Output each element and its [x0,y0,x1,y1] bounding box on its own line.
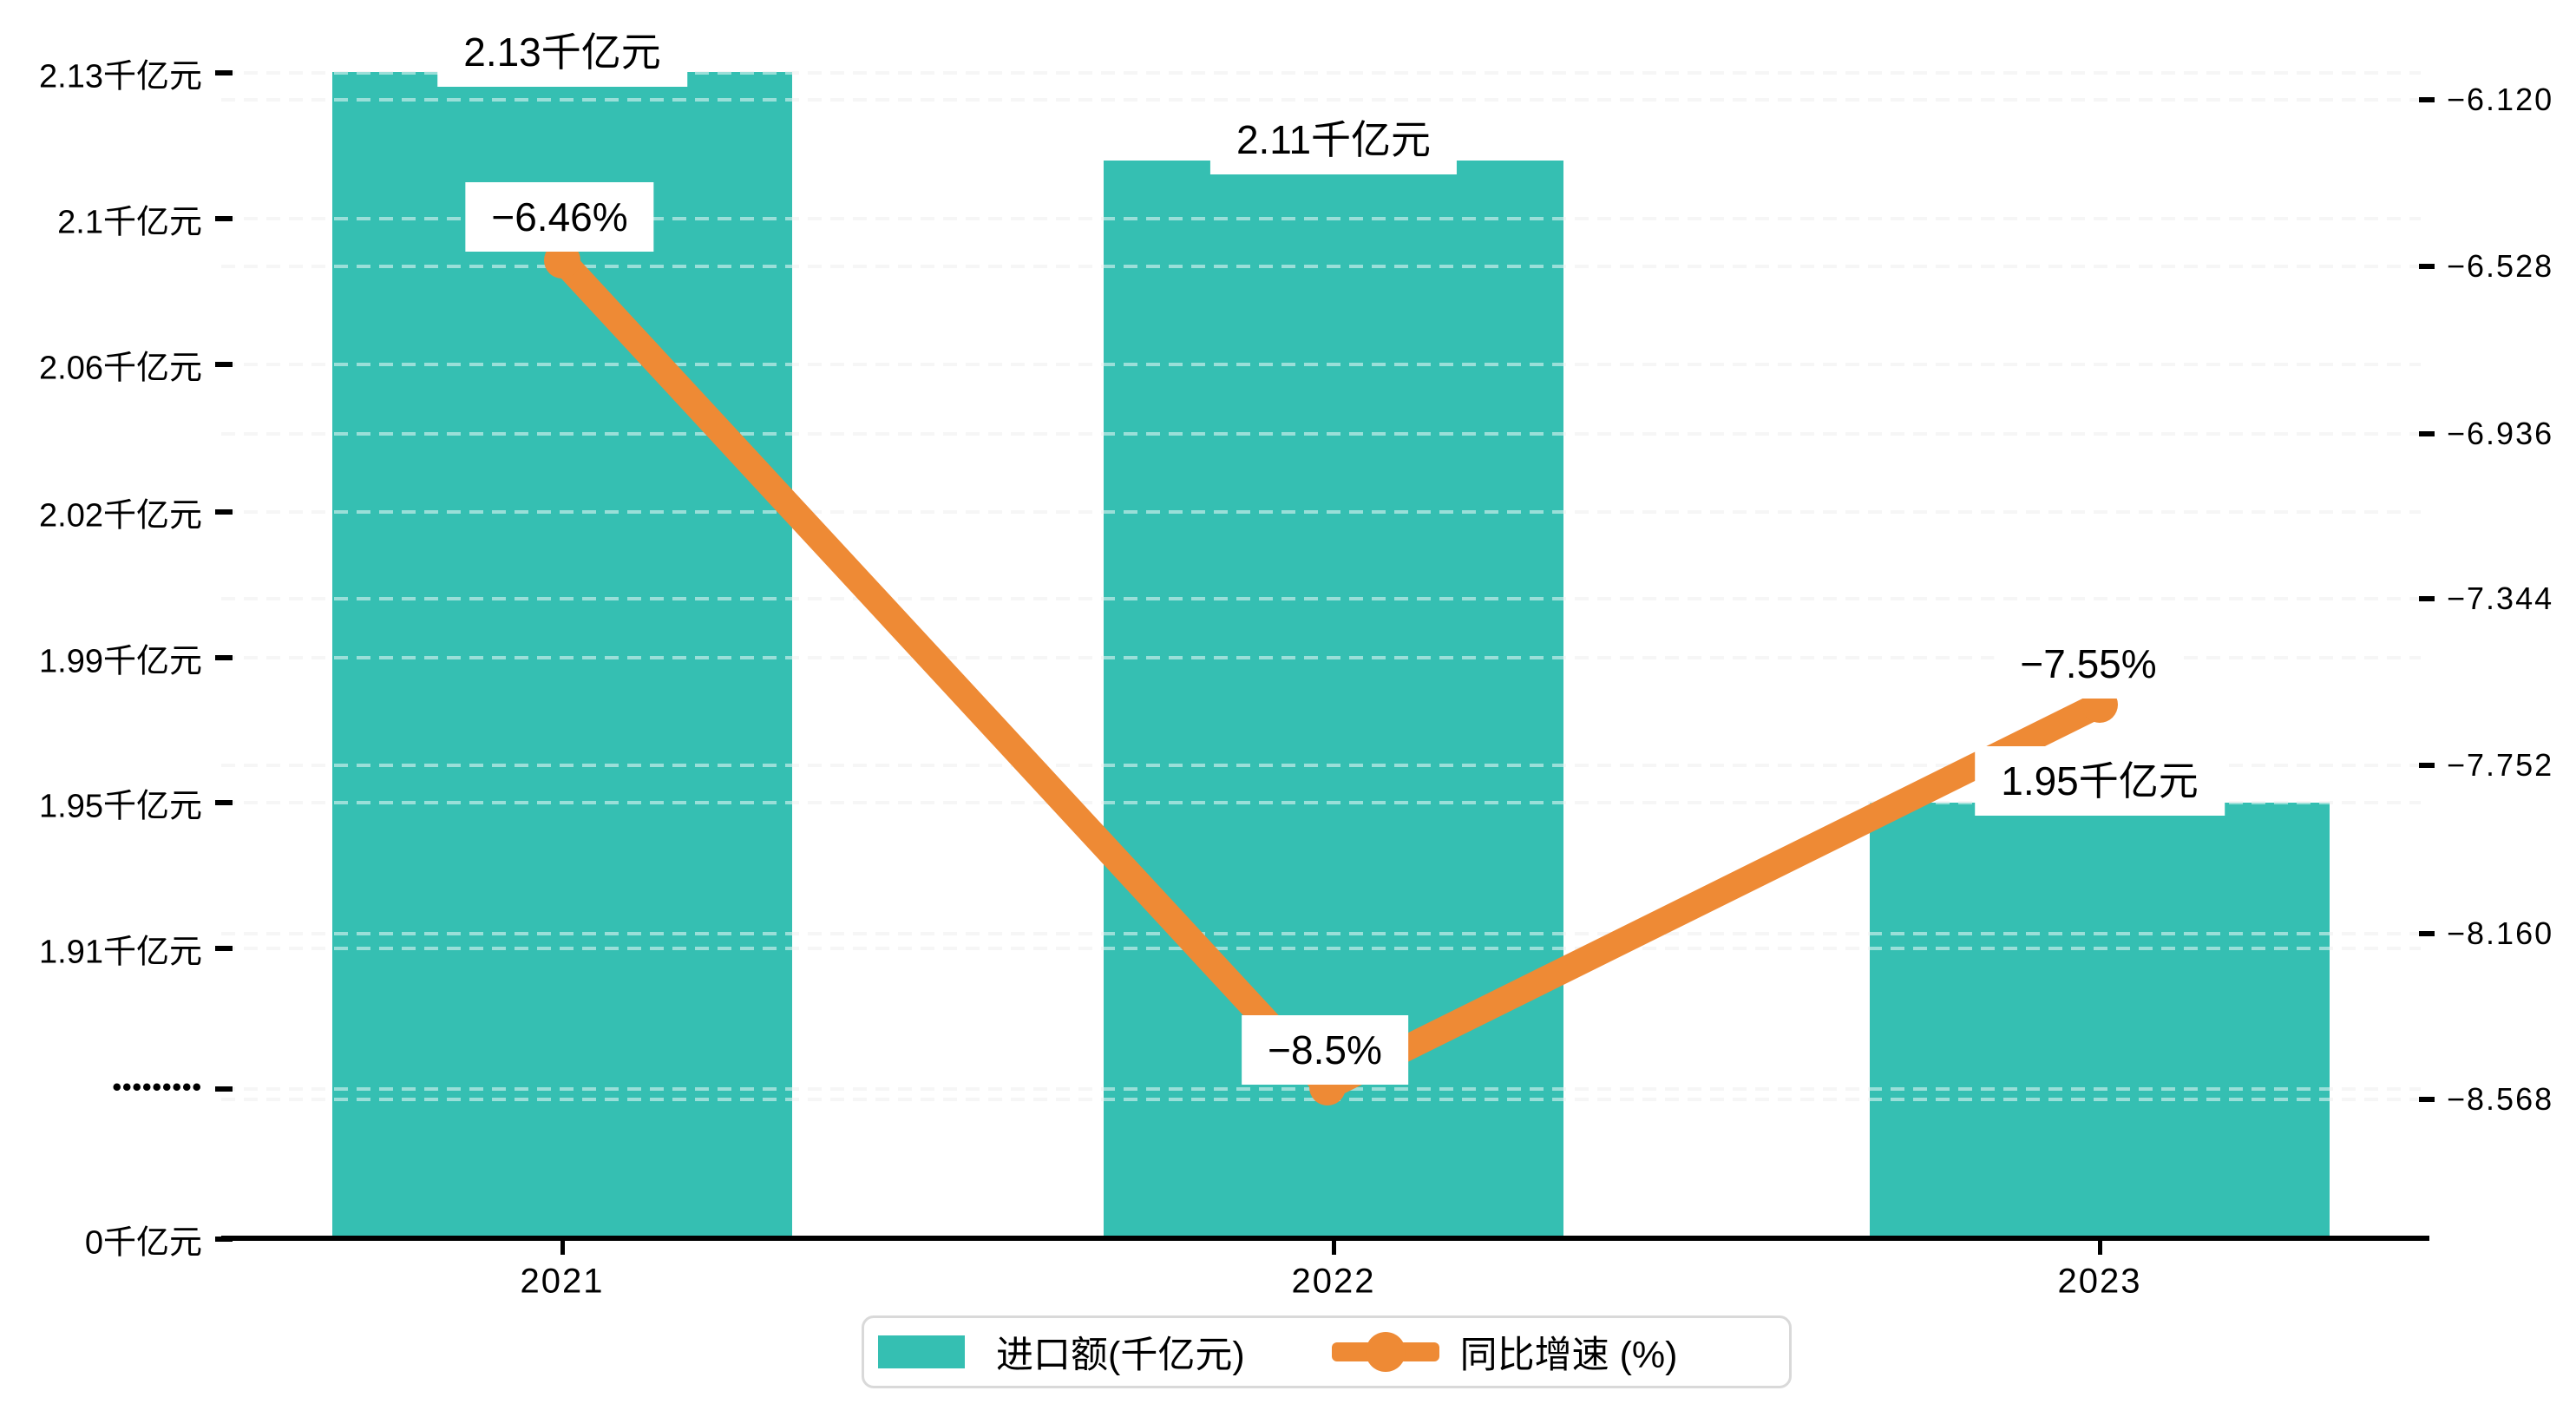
legend-label-imports: 进口额(千亿元) [996,1335,1245,1376]
left-axis-tick [215,70,233,75]
left-axis-label: 0千亿元 [84,1224,202,1262]
gridline-overlay [221,932,2421,935]
left-axis-label: 2.1千亿元 [57,204,202,241]
right-axis-label: −6.936 [2447,416,2554,451]
growth-line[interactable] [552,251,2106,1100]
right-axis-label: −7.344 [2447,581,2554,616]
line-series-marker-icon [1331,1332,1439,1372]
gridline-overlay [221,510,2421,514]
right-axis-tick [2419,1097,2435,1102]
x-axis-tick [1332,1241,1336,1255]
left-axis-label: 1.91千亿元 [39,934,202,971]
gridline-overlay [221,764,2421,767]
right-axis-label: −6.528 [2447,248,2554,284]
gridline-overlay [221,71,2421,75]
line-series-dot-icon [1365,1332,1406,1372]
x-axis-tick [560,1241,565,1255]
gridline-overlay [221,265,2421,268]
line-value-label-2022: −8.5% [1242,1015,1408,1085]
left-axis-tick [215,1237,233,1242]
x-axis-label-2022: 2022 [1291,1262,1376,1301]
right-axis-label: −6.120 [2447,82,2554,117]
line-value-label-2021: −6.46% [465,182,654,252]
right-axis-label: −8.568 [2447,1081,2554,1117]
right-axis-tick [2419,431,2435,436]
gridline-overlay [221,217,2421,220]
gridline-overlay [221,98,2421,102]
left-axis-label: 1.95千亿元 [39,788,202,825]
bar-2023[interactable] [1870,803,2330,1238]
bar-series-swatch-icon [878,1335,965,1368]
gridline-overlay [221,656,2421,659]
left-axis-break-dots: ••••••••• [112,1073,202,1102]
left-axis-label: 1.99千亿元 [39,643,202,680]
right-axis-tick [2419,97,2435,102]
right-axis-label: −7.752 [2447,747,2554,783]
left-axis-tick [215,1086,233,1092]
left-axis-label: 2.13千亿元 [39,58,202,95]
x-axis-line [221,1236,2429,1241]
gridline-overlay [221,801,2421,804]
gridline-overlay [221,597,2421,600]
left-axis-tick [215,800,233,805]
legend: 进口额(千亿元) 同比增速 (%) [862,1315,1792,1388]
legend-item-growth[interactable]: 同比增速 (%) [1331,1325,1678,1379]
right-axis-label: −8.160 [2447,915,2554,951]
left-axis-tick [215,509,233,515]
left-axis-tick [215,946,233,951]
gridline-overlay [221,363,2421,366]
legend-label-growth: 同比增速 (%) [1459,1335,1678,1376]
left-axis-label: 2.06千亿元 [39,350,202,387]
right-axis-tick [2419,264,2435,269]
left-axis-tick [215,362,233,367]
right-axis-tick [2419,931,2435,936]
left-axis-tick [215,655,233,660]
left-axis-label: 2.02千亿元 [39,497,202,535]
x-axis-tick [2098,1241,2102,1255]
gridline-overlay [221,947,2421,950]
left-axis-tick [215,216,233,221]
line-value-label-2023: −7.55% [1994,629,2183,699]
bar-value-label-2022: 2.11千亿元 [1209,105,1458,174]
right-axis-tick [2419,596,2435,601]
bar-value-label-2023: 1.95千亿元 [1975,746,2225,816]
bar-value-label-2021: 2.13千亿元 [437,17,687,87]
x-axis-label-2023: 2023 [2057,1262,2142,1301]
x-axis-label-2021: 2021 [520,1262,605,1301]
legend-item-imports[interactable]: 进口额(千亿元) [878,1325,1245,1379]
gridline-overlay [221,432,2421,436]
right-axis-tick [2419,763,2435,768]
